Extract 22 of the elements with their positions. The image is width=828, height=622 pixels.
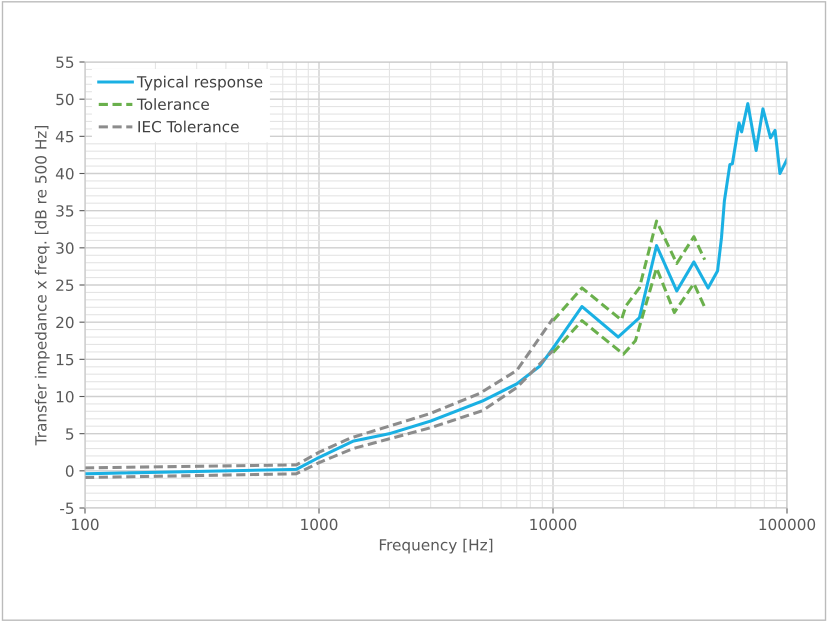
y-tick-label: 55	[56, 56, 74, 68]
y-tick-label: 45	[56, 131, 74, 142]
y-axis-title: Transfer impedance x freq. [dB re 500 Hz]	[34, 126, 50, 446]
x-tick-label: 1000	[301, 518, 338, 530]
y-tick-label: 15	[56, 354, 74, 366]
y-tick-label: 30	[56, 242, 74, 254]
y-tick-label: 20	[56, 316, 74, 328]
legend-label: Tolerance	[136, 98, 209, 110]
x-axis-title: Frequency [Hz]	[380, 538, 492, 554]
y-tick-label: 25	[56, 279, 74, 292]
y-tick-label: 10	[56, 390, 74, 403]
y-tick-label: 0	[66, 465, 74, 477]
x-tick-label: 100	[72, 518, 99, 530]
y-tick-label: 35	[56, 205, 74, 217]
y-tick-label: 50	[56, 94, 74, 106]
x-tick-label: 10000	[530, 518, 576, 530]
legend-label: Typical response	[136, 76, 262, 91]
y-tick-label: 5	[66, 428, 74, 440]
legend-label: IEC Tolerance	[138, 120, 239, 132]
x-tick-label: 100000	[760, 518, 816, 530]
y-tick-label: -5	[60, 502, 74, 514]
y-tick-label: 40	[56, 168, 74, 180]
